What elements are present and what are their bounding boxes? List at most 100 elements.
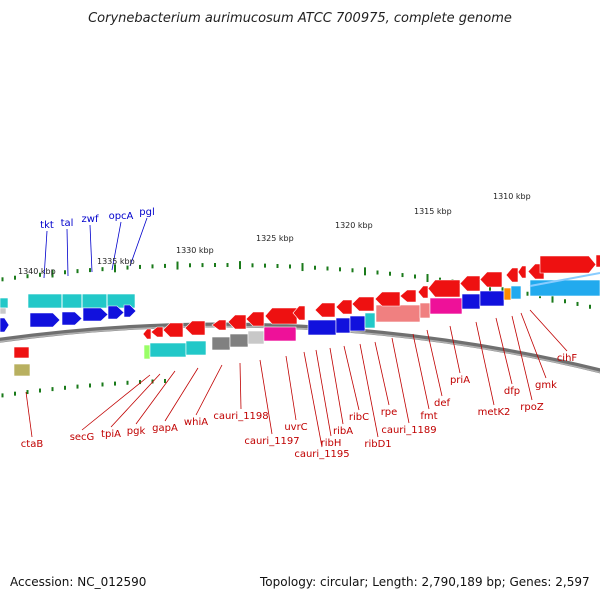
leader-line <box>529 309 568 352</box>
gene-ctaB-red <box>13 346 30 359</box>
leader-line <box>25 391 33 438</box>
gene-block <box>364 312 376 329</box>
gene-block <box>510 285 522 300</box>
leader-line <box>412 333 430 410</box>
gene-label-ribD1: ribD1 <box>364 439 391 450</box>
gene-arrow <box>162 322 184 338</box>
leader-line <box>359 343 379 438</box>
gene-label-secG: secG <box>70 432 95 443</box>
leader-line <box>511 315 533 401</box>
gene-arrow <box>184 320 206 336</box>
gene-arrow <box>427 279 461 298</box>
gene-label-gmk: gmk <box>535 380 557 391</box>
gene-fmt <box>429 297 463 315</box>
gene-arrow <box>351 296 375 312</box>
gene-label-tal: tal <box>61 218 74 229</box>
gene-label-ribH: ribH <box>321 438 342 449</box>
leader-line <box>110 373 161 428</box>
gene-label-cauri_1198: cauri_1198 <box>213 411 268 422</box>
gene-arrow <box>245 311 265 327</box>
gene-label-priA: priA <box>450 375 470 386</box>
kbp-label: 1315 kbp <box>414 207 452 216</box>
genome-title: Corynebacterium aurimucosum ATCC 700975,… <box>88 11 512 26</box>
gene-label-uvrC: uvrC <box>284 422 307 433</box>
leader-line <box>285 355 297 421</box>
accession-text: Accession: NC_012590 <box>10 575 147 589</box>
gene-label-ribC: ribC <box>349 412 369 423</box>
label-leader-lines <box>25 217 568 448</box>
gene-label-cauri_1197: cauri_1197 <box>244 436 299 447</box>
gene-dfp <box>503 287 512 301</box>
gene-label-tpiA: tpiA <box>101 429 121 440</box>
gene-label-fmt: fmt <box>420 411 437 422</box>
gene-arrow <box>211 319 227 331</box>
gene-opcA <box>107 305 125 320</box>
leader-line <box>475 321 495 406</box>
gene-block <box>247 330 265 345</box>
gene-block <box>149 342 187 358</box>
gene-arrow <box>335 299 353 315</box>
leader-line <box>195 364 223 416</box>
gene-label-ribA: ribA <box>333 426 353 437</box>
gene-arrow <box>505 267 519 283</box>
leader-line <box>426 329 443 397</box>
leader-line <box>135 370 176 425</box>
kbp-label: 1340 kbp <box>18 267 56 276</box>
gene-label-pgk: pgk <box>127 426 146 437</box>
gene-arrow <box>142 328 152 340</box>
gene-uvrC <box>307 319 337 336</box>
gene-arrow <box>479 271 503 288</box>
gene-arrow <box>517 265 527 279</box>
gene-label-cihF: cihF <box>557 353 578 364</box>
backbone-outer <box>0 322 600 374</box>
gene-block <box>143 344 151 360</box>
gene-tkt <box>29 312 61 328</box>
leader-line <box>343 345 360 411</box>
gene-def <box>461 293 481 310</box>
gene-label-zwf: zwf <box>82 214 99 225</box>
gene-arrow <box>150 326 164 338</box>
gene-label-rpe: rpe <box>381 407 398 418</box>
gene-label-tkt: tkt <box>40 220 54 231</box>
leader-line <box>449 325 461 374</box>
gene-ribC <box>375 304 421 323</box>
gene-block <box>0 307 7 315</box>
gene-arrow <box>399 289 417 303</box>
gene-features <box>0 254 600 377</box>
gene-block <box>0 297 9 309</box>
kbp-label: 1335 kbp <box>97 257 135 266</box>
genome-backbone <box>0 322 600 374</box>
gene-labels: 1340 kbp 1335 kbp 1330 kbp 1325 kbp 1320 kbp… <box>18 192 577 460</box>
gene-label-def: def <box>434 398 451 409</box>
gene-tal <box>61 311 83 326</box>
gene-arrow <box>459 275 481 292</box>
gene-arrow <box>314 302 336 318</box>
gene-label-ctaB: ctaB <box>21 439 44 450</box>
topology-text: Topology: circular; Length: 2,790,189 bp… <box>260 575 590 589</box>
gene-arrow <box>292 305 306 321</box>
gene-block <box>335 317 351 334</box>
kbp-label: 1325 kbp <box>256 234 294 243</box>
gene-arrow <box>374 291 401 307</box>
gene-cauri_1198 <box>211 336 231 351</box>
gene-arrow <box>595 254 600 268</box>
gene-label-rpoZ: rpoZ <box>520 402 544 413</box>
gene-label-opcA: opcA <box>109 211 134 222</box>
leader-line <box>315 349 332 437</box>
gene-block <box>479 290 505 307</box>
kbp-label: 1330 kbp <box>176 246 214 255</box>
gene-label-pgl: pgl <box>139 207 154 218</box>
leader-line <box>81 374 151 431</box>
gene-block <box>229 333 249 348</box>
leader-line <box>329 347 344 425</box>
gene-block <box>419 302 431 319</box>
leader-line <box>303 351 323 448</box>
gene-pgl <box>123 304 137 318</box>
gene-block <box>349 315 366 332</box>
backbone-highlight <box>0 325 600 374</box>
gene-label-metK2: metK2 <box>478 407 511 418</box>
gene-zwf <box>82 307 109 322</box>
gene-arrow <box>0 317 10 333</box>
leader-line <box>239 362 242 410</box>
